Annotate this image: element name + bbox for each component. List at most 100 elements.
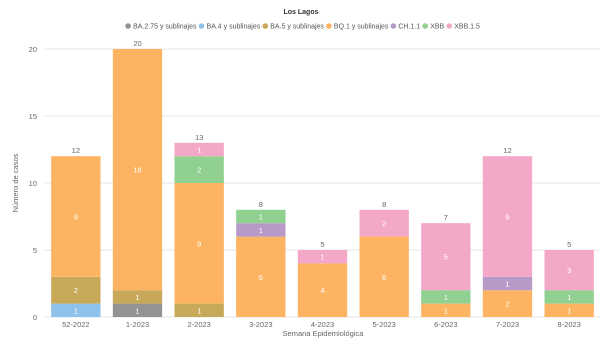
bar-segment	[236, 236, 286, 317]
legend-label: XBB.1.5	[454, 24, 480, 31]
total-label: 12	[503, 146, 511, 155]
segment-label: 2	[382, 219, 386, 228]
legend-label: BA.4 y sublinajes	[207, 24, 261, 31]
bar-segment	[544, 250, 594, 291]
legend-item: CH.1.1	[390, 23, 420, 31]
chart-title: Los Lagos	[283, 9, 318, 16]
legend-item: BA.2.75 y sublinajes	[125, 23, 197, 31]
segment-label: 2	[505, 300, 509, 309]
legend-swatch	[198, 23, 205, 29]
segment-label: 1	[444, 293, 448, 302]
legend-label: BA.2.75 y sublinajes	[133, 24, 197, 31]
bar-segment	[112, 290, 163, 304]
x-tick-label: 7-2023	[496, 320, 519, 329]
legend-swatch	[262, 23, 269, 29]
segment-label: 1	[320, 253, 324, 262]
segment-label: 5	[444, 253, 448, 262]
segment-label: 3	[567, 266, 571, 275]
bar-segment	[421, 303, 471, 317]
segment-label: 1	[259, 213, 263, 222]
bar-segment	[51, 303, 101, 317]
segment-label: 1	[567, 293, 571, 302]
total-label: 8	[382, 200, 386, 209]
segment-label: 9	[74, 213, 78, 222]
x-tick-label: 3-2023	[249, 320, 272, 329]
total-label: 12	[72, 146, 80, 155]
y-tick-label: 15	[29, 112, 37, 121]
bar-segment	[421, 223, 471, 291]
x-tick-label: 6-2023	[434, 320, 457, 329]
segment-label: 6	[259, 273, 263, 282]
bar-segment	[359, 236, 409, 317]
bar-segment	[359, 209, 409, 237]
segment-label: 9	[197, 239, 201, 248]
bar-segment	[174, 183, 224, 304]
bar-segment	[51, 276, 101, 304]
bar-segment	[544, 303, 594, 317]
bar-segment	[421, 290, 471, 304]
segment-label: 6	[382, 273, 386, 282]
bar-segment	[482, 276, 533, 291]
segment-label: 1	[135, 293, 139, 302]
legend-item: XBB.1.5	[446, 23, 480, 31]
legend-label: XBB	[430, 24, 444, 31]
x-tick-label: 1-2023	[126, 320, 149, 329]
total-label: 7	[444, 213, 448, 222]
total-label: 5	[567, 240, 571, 249]
x-tick-label: 5-2023	[372, 320, 395, 329]
bar-segment	[482, 156, 533, 277]
y-tick-label: 20	[29, 45, 37, 54]
segment-label: 4	[320, 286, 324, 295]
bar-segment	[174, 142, 224, 157]
bar-segment	[236, 223, 286, 237]
legend-label: BQ.1 y sublinajes	[334, 24, 389, 31]
y-tick-label: 10	[29, 179, 37, 188]
bar-segment	[174, 156, 224, 183]
segment-label: 2	[197, 166, 201, 175]
total-label: 13	[195, 133, 203, 142]
total-label: 8	[259, 200, 263, 209]
segment-label: 1	[135, 306, 139, 315]
segment-label: 9	[505, 213, 509, 222]
x-tick-label: 2-2023	[187, 320, 210, 329]
bar-segment	[482, 290, 533, 317]
bar-segment	[544, 290, 594, 304]
legend-swatch	[390, 23, 397, 29]
legend-swatch	[422, 23, 429, 29]
bar-segment	[236, 209, 286, 224]
bar-segment	[112, 303, 163, 317]
segment-label: 1	[505, 280, 509, 289]
segment-label: 1	[444, 306, 448, 315]
total-label: 5	[320, 240, 324, 249]
bar-segment	[297, 250, 348, 264]
x-tick-label: 4-2023	[311, 320, 334, 329]
bar-segment	[174, 303, 224, 317]
y-axis-ticks: 0 5 10 15 20	[29, 45, 37, 322]
x-axis-ticks: 52-2022 1-2023 2-2023 3-2023 4-2023 5-2023 6-2…	[62, 320, 581, 329]
y-tick-label: 0	[33, 313, 37, 322]
bar-segment	[112, 49, 163, 291]
segment-label: 1	[74, 306, 78, 315]
bar-segment	[51, 156, 101, 277]
legend-swatch	[125, 23, 131, 29]
bar-segment	[297, 263, 348, 317]
segment-label: 1	[197, 306, 201, 315]
x-tick-label: 52-2022	[62, 320, 90, 329]
legend-item: BA.5 y sublinajes	[262, 23, 324, 31]
legend-item: XBB	[422, 23, 445, 31]
segment-label: 1	[259, 226, 263, 235]
y-axis-title: Número de casos	[11, 153, 20, 212]
segment-label: 18	[133, 166, 141, 175]
legend-swatch	[446, 23, 453, 29]
segment-label: 1	[567, 306, 571, 315]
legend-item: BA.4 y sublinajes	[198, 23, 261, 31]
segment-label: 1	[197, 146, 201, 155]
total-label: 20	[133, 39, 141, 48]
legend-label: BA.5 y sublinajes	[270, 24, 324, 31]
y-tick-label: 5	[33, 246, 37, 255]
x-tick-label: 8-2023	[557, 320, 580, 329]
segment-label: 2	[74, 286, 78, 295]
x-axis-title: Semana Epidemiológica	[283, 329, 365, 338]
